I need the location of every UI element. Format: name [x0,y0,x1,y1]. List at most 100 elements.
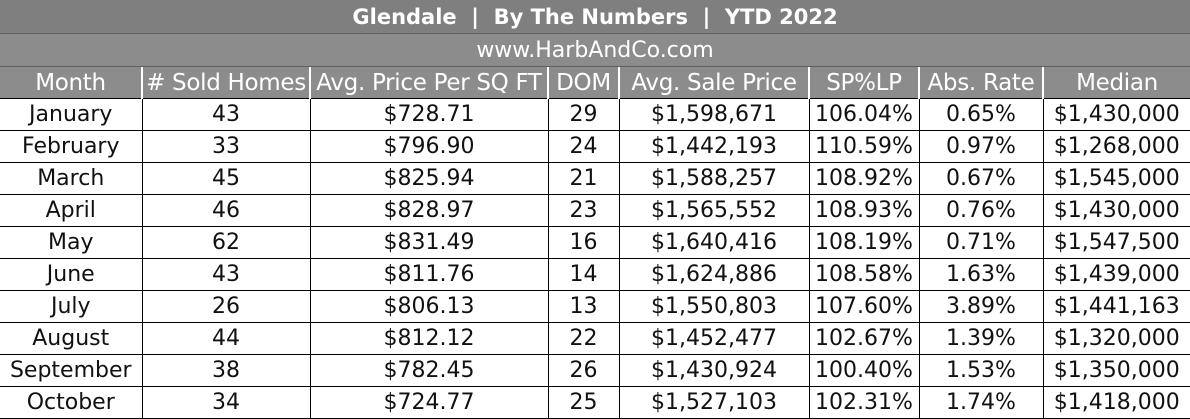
cell-abs-rate: 0.97% [918,130,1044,163]
table-row: February 33 $796.90 24 $1,442,193 110.59% 0.97… [0,130,1190,163]
cell-median: $1,268,000 [1042,130,1190,163]
cell-sold-homes: 62 [141,226,311,259]
cell-abs-rate: 1.74% [918,386,1044,419]
cell-price-per-sqft: $806.13 [309,290,549,323]
cell-month: August [0,322,143,355]
cell-abs-rate: 1.63% [918,258,1044,291]
cell-sp-lp: 108.58% [808,258,920,291]
cell-dom: 21 [547,162,620,195]
cell-dom: 25 [547,386,620,419]
cell-sold-homes: 46 [141,194,311,227]
cell-month: May [0,226,143,259]
cell-avg-sale-price: $1,624,886 [618,258,810,291]
cell-avg-sale-price: $1,452,477 [618,322,810,355]
cell-month: March [0,162,143,195]
cell-sp-lp: 107.60% [808,290,920,323]
cell-abs-rate: 1.53% [918,354,1044,387]
cell-sp-lp: 102.67% [808,322,920,355]
cell-sold-homes: 43 [141,98,311,131]
cell-sold-homes: 44 [141,322,311,355]
cell-sold-homes: 26 [141,290,311,323]
cell-sold-homes: 34 [141,386,311,419]
cell-median: $1,439,000 [1042,258,1190,291]
cell-avg-sale-price: $1,430,924 [618,354,810,387]
table-row: August 44 $812.12 22 $1,452,477 102.67% 1.39% $… [0,322,1190,355]
column-header-sold-homes: # Sold Homes [142,67,311,99]
cell-dom: 14 [547,258,620,291]
cell-abs-rate: 3.89% [918,290,1044,323]
cell-avg-sale-price: $1,442,193 [618,130,810,163]
cell-sp-lp: 102.31% [808,386,920,419]
cell-abs-rate: 0.71% [918,226,1044,259]
cell-month: September [0,354,143,387]
table-row: January 43 $728.71 29 $1,598,671 106.04% 0.65%… [0,98,1190,131]
page-title: Glendale | By The Numbers | YTD 2022 [0,0,1190,34]
cell-dom: 29 [547,98,620,131]
column-header-avg-sale-price: Avg. Sale Price [619,67,810,99]
cell-median: $1,547,500 [1042,226,1190,259]
cell-month: January [0,98,143,131]
cell-median: $1,320,000 [1042,322,1190,355]
cell-price-per-sqft: $811.76 [309,258,549,291]
cell-month: October [0,386,143,419]
cell-price-per-sqft: $796.90 [309,130,549,163]
table-row: June 43 $811.76 14 $1,624,886 108.58% 1.63% $1,… [0,258,1190,291]
cell-dom: 26 [547,354,620,387]
cell-month: February [0,130,143,163]
table-row: September 38 $782.45 26 $1,430,924 100.40% 1.5… [0,354,1190,387]
cell-avg-sale-price: $1,527,103 [618,386,810,419]
cell-avg-sale-price: $1,598,671 [618,98,810,131]
cell-price-per-sqft: $812.12 [309,322,549,355]
table-row: April 46 $828.97 23 $1,565,552 108.93% 0.76% $1… [0,194,1190,227]
cell-avg-sale-price: $1,550,803 [618,290,810,323]
cell-sold-homes: 43 [141,258,311,291]
cell-sold-homes: 45 [141,162,311,195]
table-row: May 62 $831.49 16 $1,640,416 108.19% 0.71% $1,5… [0,226,1190,259]
column-header-month: Month [0,67,143,99]
cell-month: June [0,258,143,291]
cell-sold-homes: 33 [141,130,311,163]
cell-price-per-sqft: $724.77 [309,386,549,419]
cell-abs-rate: 0.65% [918,98,1044,131]
cell-sp-lp: 108.19% [808,226,920,259]
cell-sp-lp: 106.04% [808,98,920,131]
header-row: Month # Sold Homes Avg. Price Per SQ FT DOM… [0,67,1190,99]
cell-median: $1,441,163 [1042,290,1190,323]
cell-price-per-sqft: $825.94 [309,162,549,195]
column-header-price-per-sqft: Avg. Price Per SQ FT [310,67,549,99]
cell-price-per-sqft: $728.71 [309,98,549,131]
cell-dom: 24 [547,130,620,163]
cell-price-per-sqft: $828.97 [309,194,549,227]
cell-dom: 16 [547,226,620,259]
column-header-dom: DOM [548,67,620,99]
cell-abs-rate: 0.67% [918,162,1044,195]
cell-median: $1,418,000 [1042,386,1190,419]
cell-avg-sale-price: $1,588,257 [618,162,810,195]
cell-month: July [0,290,143,323]
cell-sp-lp: 100.40% [808,354,920,387]
cell-sp-lp: 108.92% [808,162,920,195]
column-header-median: Median [1043,67,1190,99]
column-header-sp-lp: SP%LP [809,67,920,99]
cell-median: $1,350,000 [1042,354,1190,387]
cell-dom: 22 [547,322,620,355]
cell-sold-homes: 38 [141,354,311,387]
cell-avg-sale-price: $1,565,552 [618,194,810,227]
table-row: July 26 $806.13 13 $1,550,803 107.60% 3.89% $1,… [0,290,1190,323]
cell-median: $1,430,000 [1042,194,1190,227]
table-row: March 45 $825.94 21 $1,588,257 108.92% 0.67% $1… [0,162,1190,195]
cell-median: $1,545,000 [1042,162,1190,195]
cell-median: $1,430,000 [1042,98,1190,131]
cell-month: April [0,194,143,227]
cell-price-per-sqft: $782.45 [309,354,549,387]
cell-avg-sale-price: $1,640,416 [618,226,810,259]
cell-sp-lp: 108.93% [808,194,920,227]
website-label: www.HarbAndCo.com [0,34,1190,67]
cell-price-per-sqft: $831.49 [309,226,549,259]
cell-dom: 13 [547,290,620,323]
table-row: October 34 $724.77 25 $1,527,103 102.31% 1.74%… [0,386,1190,419]
column-header-abs-rate: Abs. Rate [919,67,1044,99]
stats-table: Month # Sold Homes Avg. Price Per SQ FT DOM… [0,67,1190,419]
cell-abs-rate: 0.76% [918,194,1044,227]
cell-sp-lp: 110.59% [808,130,920,163]
